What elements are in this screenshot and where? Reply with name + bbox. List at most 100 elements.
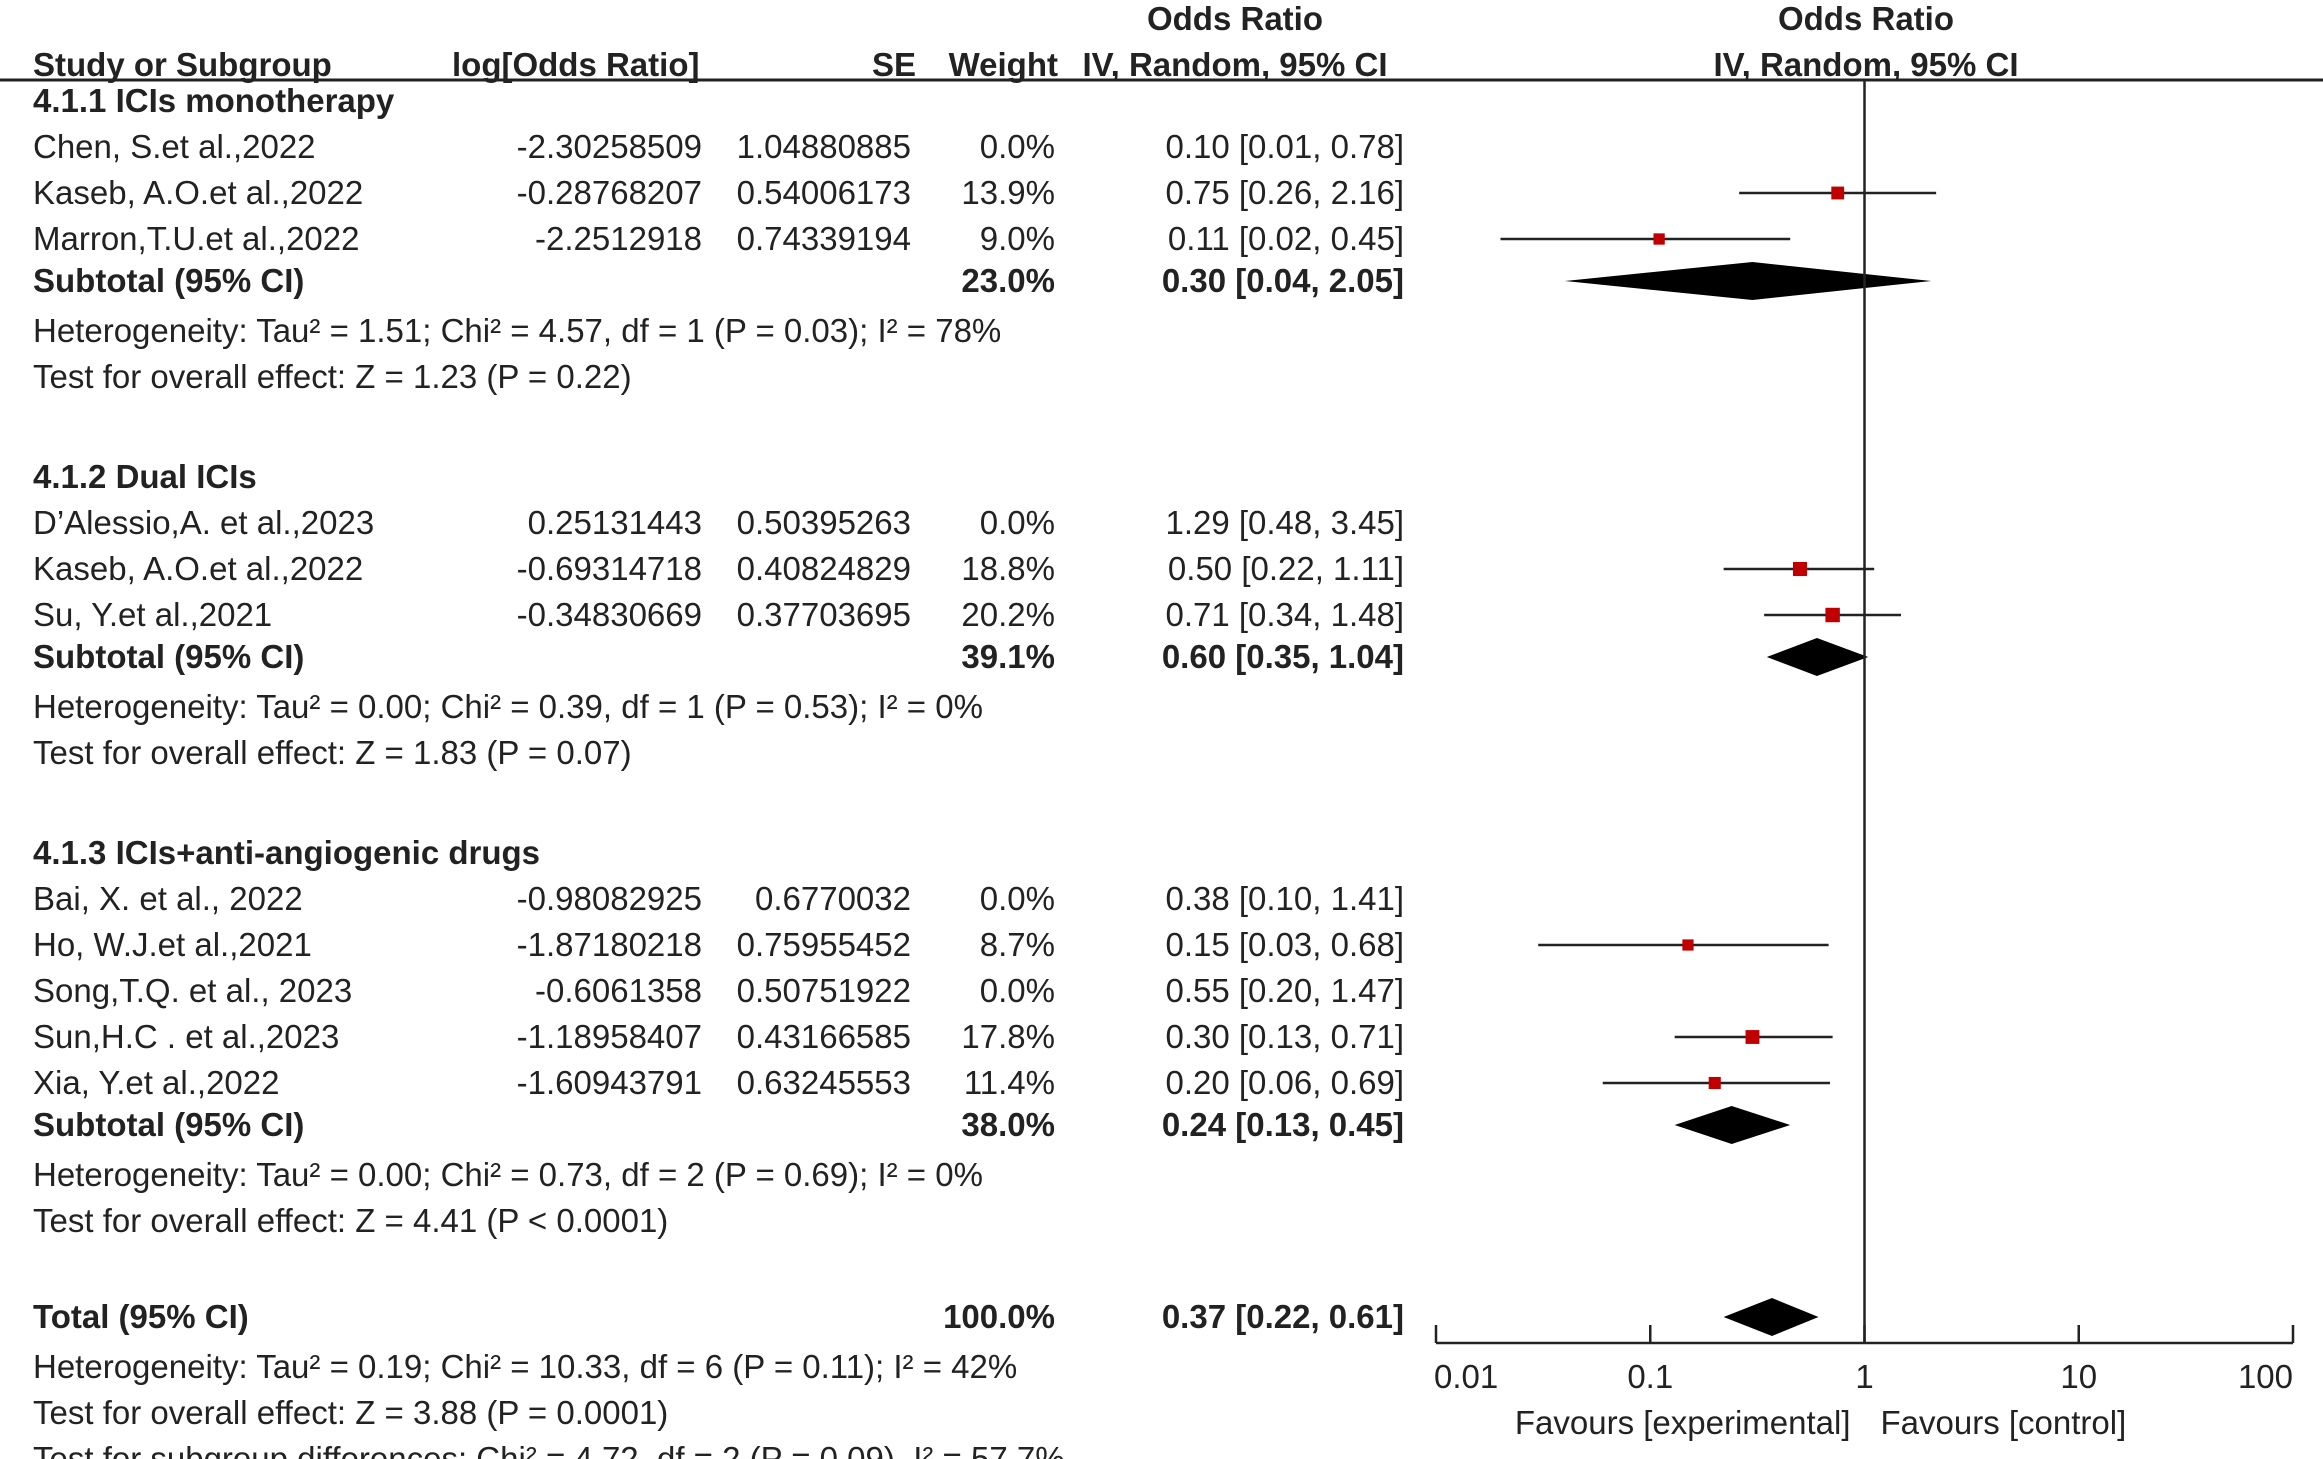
total-diamond <box>1723 1298 1819 1336</box>
log-or-value: -0.34830669 <box>517 596 702 633</box>
or-ci-value: 0.15 [0.03, 0.68] <box>1165 926 1404 963</box>
or-ci-value: 0.10 [0.01, 0.78] <box>1165 128 1404 165</box>
heterogeneity-text: Heterogeneity: Tau² = 0.00; Chi² = 0.73,… <box>33 1156 983 1193</box>
subgroup-differences-text: Test for subgroup differences: Chi² = 4.… <box>33 1440 1065 1459</box>
subtotal-label: Subtotal (95% CI) <box>33 638 304 675</box>
heterogeneity-text: Heterogeneity: Tau² = 1.51; Chi² = 4.57,… <box>33 312 1001 349</box>
study-point-marker <box>1682 939 1694 951</box>
heterogeneity-text: Heterogeneity: Tau² = 0.00; Chi² = 0.39,… <box>33 688 983 725</box>
study-point-marker <box>1708 1076 1721 1090</box>
table-header: Odds Ratio Odds Ratio Study or Subgroup … <box>0 0 2323 83</box>
total-weight: 100.0% <box>943 1298 1055 1335</box>
log-or-value: -1.87180218 <box>517 926 702 963</box>
table-rows: 4.1.1 ICIs monotherapy Chen, S.et al.,202… <box>33 82 1404 1459</box>
study-point-marker <box>1745 1030 1760 1044</box>
total-or-ci: 0.37 [0.22, 0.61] <box>1162 1298 1404 1335</box>
subtotal-weight: 39.1% <box>961 638 1055 675</box>
subtotal-label: Subtotal (95% CI) <box>33 262 304 299</box>
study-point-marker <box>1831 186 1845 200</box>
se-value: 0.54006173 <box>737 174 911 211</box>
se-value: 1.04880885 <box>737 128 911 165</box>
weight-value: 17.8% <box>961 1018 1055 1055</box>
subgroup-title: 4.1.1 ICIs monotherapy <box>33 82 395 119</box>
study-name: Xia, Y.et al.,2022 <box>33 1064 280 1101</box>
x-tick-label: 0.01 <box>1434 1358 1498 1395</box>
weight-value: 18.8% <box>961 550 1055 587</box>
log-or-value: -0.69314718 <box>517 550 702 587</box>
total-heterogeneity-text: Heterogeneity: Tau² = 0.19; Chi² = 10.33… <box>33 1348 1017 1385</box>
se-value: 0.6770032 <box>755 880 911 917</box>
weight-value: 0.0% <box>980 972 1055 1009</box>
se-value: 0.50395263 <box>737 504 911 541</box>
log-or-value: 0.25131443 <box>528 504 702 541</box>
study-name: Chen, S.et al.,2022 <box>33 128 316 165</box>
or-ci-value: 1.29 [0.48, 3.45] <box>1165 504 1404 541</box>
weight-value: 0.0% <box>980 880 1055 917</box>
se-value: 0.50751922 <box>737 972 911 1009</box>
se-value: 0.75955452 <box>737 926 911 963</box>
subgroup-title: 4.1.3 ICIs+anti-angiogenic drugs <box>33 834 540 871</box>
log-or-value: -1.60943791 <box>517 1064 702 1101</box>
study-name: Bai, X. et al., 2022 <box>33 880 303 917</box>
log-or-value: -2.2512918 <box>535 220 702 257</box>
or-ci-value: 0.38 [0.10, 1.41] <box>1165 880 1404 917</box>
study-name: Song,T.Q. et al., 2023 <box>33 972 352 1009</box>
log-or-value: -1.18958407 <box>517 1018 702 1055</box>
x-tick-label: 100 <box>2238 1358 2293 1395</box>
x-tick-label: 1 <box>1855 1358 1873 1395</box>
or-ci-value: 0.20 [0.06, 0.69] <box>1165 1064 1404 1101</box>
x-tick-label: 10 <box>2060 1358 2097 1395</box>
subtotal-diamond <box>1766 638 1869 676</box>
weight-value: 8.7% <box>980 926 1055 963</box>
overall-effect-text: Test for overall effect: Z = 1.23 (P = 0… <box>33 358 632 395</box>
study-name: Ho, W.J.et al.,2021 <box>33 926 312 963</box>
weight-value: 20.2% <box>961 596 1055 633</box>
or-ci-value: 0.30 [0.13, 0.71] <box>1165 1018 1404 1055</box>
or-ci-value: 0.11 [0.02, 0.45] <box>1168 220 1404 257</box>
se-value: 0.43166585 <box>737 1018 911 1055</box>
subtotal-diamond <box>1564 262 1932 300</box>
plot-title: Odds Ratio <box>1778 0 1954 37</box>
subgroup-title: 4.1.2 Dual ICIs <box>33 458 257 495</box>
se-column-header: SE <box>872 46 916 83</box>
subtotal-or-ci: 0.24 [0.13, 0.45] <box>1162 1106 1404 1143</box>
weight-column-header: Weight <box>949 46 1058 83</box>
weight-value: 0.0% <box>980 128 1055 165</box>
study-name: Marron,T.U.et al.,2022 <box>33 220 360 257</box>
subtotal-diamond <box>1674 1106 1791 1144</box>
or-ci-value: 0.50 [0.22, 1.11] <box>1168 550 1404 587</box>
study-point-marker <box>1653 233 1665 245</box>
subtotal-or-ci: 0.60 [0.35, 1.04] <box>1162 638 1404 675</box>
subtotal-label: Subtotal (95% CI) <box>33 1106 304 1143</box>
subtotal-weight: 38.0% <box>961 1106 1055 1143</box>
total-label: Total (95% CI) <box>33 1298 249 1335</box>
log-or-value: -2.30258509 <box>517 128 702 165</box>
total-overall-effect-text: Test for overall effect: Z = 3.88 (P = 0… <box>33 1394 668 1431</box>
log-or-value: -0.6061358 <box>535 972 702 1009</box>
weight-value: 11.4% <box>964 1064 1055 1101</box>
overall-effect-text: Test for overall effect: Z = 4.41 (P < 0… <box>33 1202 668 1239</box>
study-name: Sun,H.C . et al.,2023 <box>33 1018 339 1055</box>
or-column-title: Odds Ratio <box>1147 0 1323 37</box>
study-name: Kaseb, A.O.et al.,2022 <box>33 174 363 211</box>
or-method-header: IV, Random, 95% CI <box>1082 46 1387 83</box>
study-name: D’Alessio,A. et al.,2023 <box>33 504 374 541</box>
log-or-value: -0.28768207 <box>517 174 702 211</box>
study-point-marker <box>1792 561 1808 577</box>
weight-value: 13.9% <box>961 174 1055 211</box>
se-value: 0.63245553 <box>737 1064 911 1101</box>
or-ci-value: 0.55 [0.20, 1.47] <box>1165 972 1404 1009</box>
weight-value: 0.0% <box>980 504 1055 541</box>
se-value: 0.40824829 <box>737 550 911 587</box>
x-tick-label: 0.1 <box>1627 1358 1673 1395</box>
study-name: Kaseb, A.O.et al.,2022 <box>33 550 363 587</box>
or-ci-value: 0.75 [0.26, 2.16] <box>1165 174 1404 211</box>
log-or-value: -0.98082925 <box>517 880 702 917</box>
study-column-header: Study or Subgroup <box>33 46 332 83</box>
study-name: Su, Y.et al.,2021 <box>33 596 272 633</box>
subtotal-weight: 23.0% <box>961 262 1055 299</box>
se-value: 0.37703695 <box>737 596 911 633</box>
log-or-column-header: log[Odds Ratio] <box>452 46 699 83</box>
plot-method-header: IV, Random, 95% CI <box>1713 46 2018 83</box>
favours-experimental-label: Favours [experimental] <box>1515 1404 1851 1441</box>
